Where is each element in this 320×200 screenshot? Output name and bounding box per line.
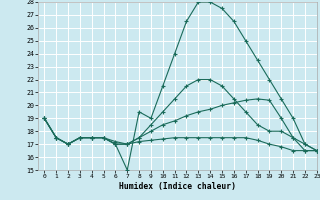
X-axis label: Humidex (Indice chaleur): Humidex (Indice chaleur) <box>119 182 236 191</box>
